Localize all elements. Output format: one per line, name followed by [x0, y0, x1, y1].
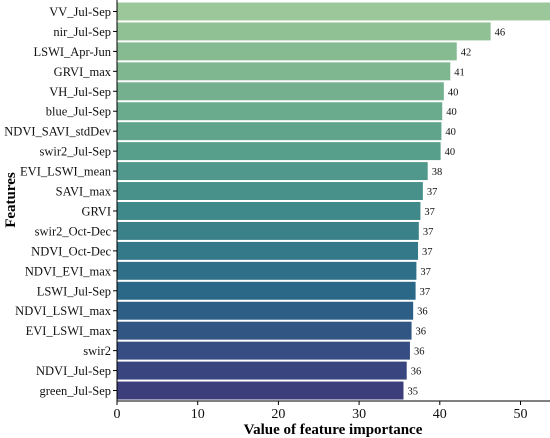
value-label: 36	[416, 327, 427, 338]
y-tick-label: green_Jul-Sep	[39, 384, 111, 398]
value-label: 37	[420, 287, 431, 298]
value-label: 37	[424, 207, 435, 218]
bar	[117, 221, 419, 240]
y-tick-label: VV_Jul-Sep	[49, 5, 111, 19]
value-label: 42	[461, 47, 472, 58]
value-label: 36	[414, 347, 425, 358]
bar	[117, 182, 423, 201]
bar	[117, 301, 414, 320]
bar	[117, 122, 442, 141]
value-label: 36	[411, 367, 422, 378]
y-tick-label: swir2	[83, 344, 111, 358]
y-tick-label: LSWI_Apr-Jun	[33, 45, 111, 59]
bar	[117, 42, 457, 61]
bar	[117, 22, 491, 41]
x-tick-label: 40	[433, 407, 447, 422]
y-tick-label: NDVI_LSWI_max	[15, 304, 112, 318]
bar	[117, 162, 428, 181]
x-tick-label: 10	[191, 407, 205, 422]
y-tick-label: EVI_LSWI_mean	[20, 165, 112, 179]
value-label: 37	[427, 187, 438, 198]
value-label: 35	[407, 387, 418, 398]
y-tick-label: GRVI_max	[54, 65, 112, 79]
value-label: 38	[432, 167, 443, 178]
value-label: 37	[423, 227, 434, 238]
value-label: 41	[454, 67, 465, 78]
bar	[117, 261, 417, 280]
bar	[117, 361, 407, 380]
value-label: 40	[445, 127, 456, 138]
y-tick-label: nir_Jul-Sep	[53, 25, 111, 39]
value-label: 37	[422, 247, 433, 258]
bar	[117, 142, 441, 161]
y-tick-label: NDVI_SAVI_stdDev	[4, 125, 111, 139]
y-axis-title: Features	[3, 172, 19, 228]
bar	[117, 321, 412, 340]
y-tick-label: NDVI_EVI_max	[25, 264, 112, 278]
value-label: 37	[420, 267, 431, 278]
x-ticks: 0102030405060	[114, 401, 528, 422]
y-tick-label: EVI_LSWI_max	[26, 324, 112, 338]
bar	[117, 2, 550, 21]
bars-group	[117, 2, 550, 400]
bar	[117, 82, 444, 101]
value-label: 40	[446, 107, 457, 118]
y-tick-label: swir2_Oct-Dec	[35, 224, 112, 238]
x-axis-title: Value of feature importance	[244, 422, 423, 438]
value-labels: 5846424140404040383737373737373636363635	[407, 27, 506, 398]
x-tick-label: 30	[352, 407, 366, 422]
y-tick-label: NDVI_Jul-Sep	[36, 364, 111, 378]
bar	[117, 281, 416, 300]
y-tick-label: GRVI	[81, 204, 111, 218]
x-tick-label: 20	[271, 407, 285, 422]
y-tick-label: VH_Jul-Sep	[49, 85, 111, 99]
bar	[117, 381, 404, 400]
bar	[117, 102, 443, 121]
y-tick-label: blue_Jul-Sep	[46, 105, 111, 119]
y-tick-label: LSWI_Jul-Sep	[37, 284, 111, 298]
x-tick-label: 50	[514, 407, 528, 422]
bar	[117, 341, 410, 360]
value-label: 40	[445, 147, 456, 158]
y-tick-labels: VV_Jul-Sep nir_Jul-Sep LSWI_Apr-Jun GRVI_ma…	[4, 5, 117, 398]
y-tick-label: SAVI_max	[56, 185, 112, 199]
x-tick-label: 0	[114, 407, 121, 422]
value-label: 36	[417, 307, 428, 318]
value-label: 46	[495, 27, 506, 38]
value-label: 40	[448, 87, 459, 98]
bar	[117, 241, 419, 260]
bar	[117, 201, 421, 220]
y-tick-label: NDVI_Oct-Dec	[31, 244, 111, 258]
bar	[117, 62, 451, 81]
y-tick-label: swir2_Jul-Sep	[39, 145, 111, 159]
